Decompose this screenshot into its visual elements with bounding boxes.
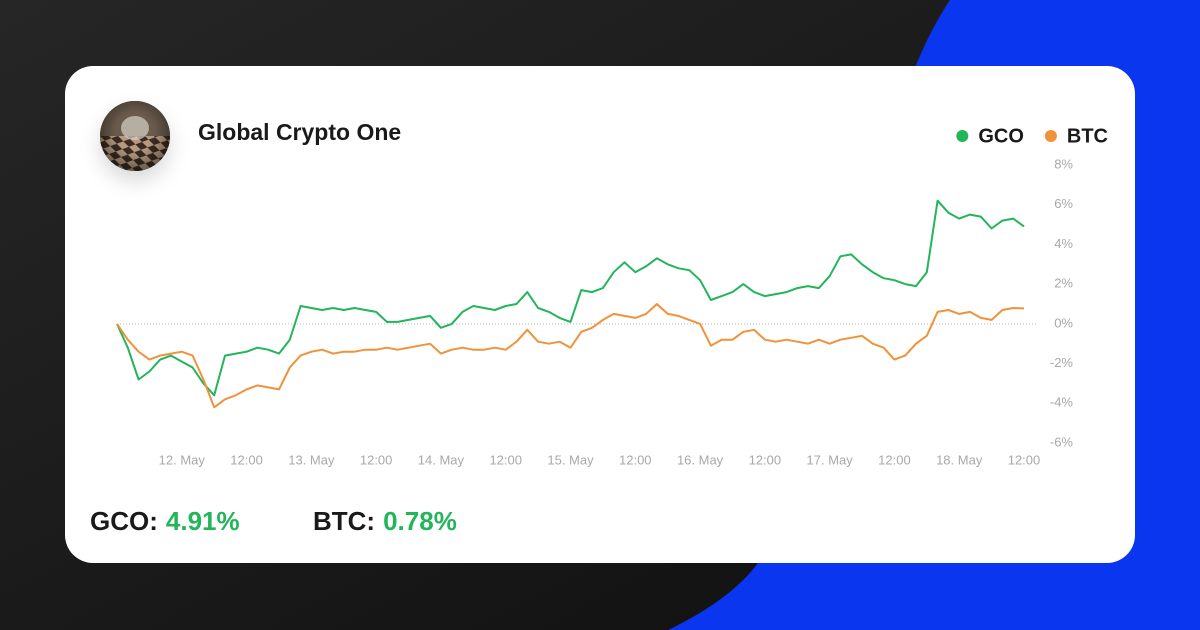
line-btc (116, 303, 1025, 409)
card (65, 66, 1135, 563)
x-tick-label: 13. May (288, 452, 335, 467)
line-gco (116, 199, 1025, 397)
y-tick-label: -6% (1050, 434, 1074, 449)
legend-label: BTC (1067, 125, 1108, 147)
legend-dot (956, 130, 969, 142)
summary-label: GCO: (90, 506, 158, 536)
x-tick-label: 12:00 (749, 452, 782, 467)
summary-label: BTC: (313, 506, 375, 536)
y-tick-label: -4% (1050, 395, 1074, 410)
y-tick-label: 8% (1054, 156, 1073, 171)
x-tick-label: 12:00 (878, 452, 911, 467)
chart-title: Global Crypto One (198, 119, 401, 145)
summary-value: 4.91% (166, 506, 240, 536)
chart: -6% -4% -2% 0% 2% 4% 6% 8% 12. May 12:00 13. May 12… (116, 125, 1108, 467)
x-tick-label: 12. May (159, 452, 206, 467)
y-tick-label: 4% (1054, 236, 1073, 251)
x-tick-label: 12:00 (360, 452, 393, 467)
y-tick-label: 2% (1054, 276, 1073, 291)
x-tick-label: 17. May (807, 452, 854, 467)
legend-label: GCO (978, 125, 1024, 147)
x-tick-label: 14. May (418, 452, 465, 467)
x-tick-label: 12:00 (619, 452, 652, 467)
summary-value: 0.78% (383, 506, 457, 536)
x-tick-label: 12:00 (230, 452, 263, 467)
x-tick-label: 15. May (547, 452, 594, 467)
x-tick-label: 12:00 (489, 452, 522, 467)
y-tick-label: 6% (1054, 196, 1073, 211)
summary: GCO: 4.91% BTC: 0.78% (90, 506, 457, 536)
y-tick-label: 0% (1054, 315, 1073, 330)
y-tick-label: -2% (1050, 355, 1074, 370)
x-tick-label: 16. May (677, 452, 724, 467)
legend-dot (1044, 130, 1057, 142)
x-tick-label: 18. May (936, 452, 983, 467)
x-tick-label: 12:00 (1008, 452, 1041, 467)
